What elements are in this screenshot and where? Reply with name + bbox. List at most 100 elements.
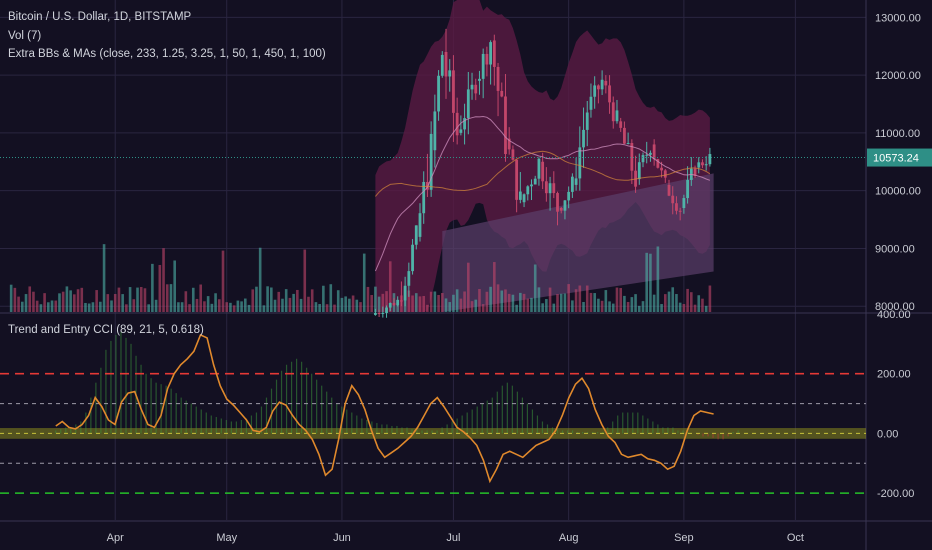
- cci-histogram-bar: [702, 433, 704, 437]
- volume-bar: [589, 292, 593, 312]
- volume-bar: [585, 285, 589, 312]
- volume-bar: [485, 291, 489, 312]
- volume-bar: [701, 298, 704, 312]
- volume-bar: [147, 304, 150, 312]
- x-tick-label: Aug: [559, 532, 579, 544]
- cci-histogram-bar: [501, 385, 503, 434]
- cci-histogram-bar: [667, 427, 669, 434]
- cci-histogram-bar: [130, 343, 132, 434]
- candle: [708, 147, 712, 167]
- volume-bar: [344, 296, 347, 312]
- candle: [608, 75, 611, 114]
- cci-histogram-bar: [366, 419, 368, 434]
- volume-bar: [80, 287, 84, 312]
- cci-histogram-bar: [290, 361, 293, 434]
- cci-histogram-bar: [516, 391, 518, 434]
- candle: [448, 59, 452, 92]
- cci-legend[interactable]: Trend and Entry CCI (89, 21, 5, 0.618): [8, 324, 204, 336]
- volume-bar: [255, 286, 258, 312]
- cci-histogram-bar: [190, 403, 192, 434]
- volume-bar: [240, 301, 243, 312]
- candle: [656, 158, 660, 169]
- volume-bar: [139, 286, 143, 312]
- volume-bar: [165, 284, 169, 312]
- candle: [704, 156, 708, 171]
- volume-bar: [690, 292, 693, 312]
- candle: [596, 84, 600, 104]
- cci-histogram-bar: [396, 425, 398, 434]
- volume-bar: [125, 304, 128, 312]
- volume-bar: [110, 300, 113, 312]
- volume-bar: [322, 285, 325, 312]
- candle: [381, 306, 385, 318]
- candle: [544, 167, 548, 202]
- candle: [611, 96, 615, 129]
- candles: [373, 28, 712, 318]
- volume-legend[interactable]: Vol (7): [8, 30, 42, 42]
- volume-bar: [374, 286, 377, 312]
- candle: [403, 276, 407, 307]
- candle: [593, 76, 597, 109]
- bbs-legend[interactable]: Extra BBs & MAs (close, 233, 1.25, 3.25,…: [8, 48, 326, 60]
- cci-histogram-bar: [165, 385, 167, 434]
- candle: [459, 115, 463, 136]
- cci-histogram-bar: [371, 421, 373, 434]
- cci-histogram-bar: [105, 349, 107, 434]
- volume-bar: [336, 290, 340, 312]
- volume-bar: [310, 289, 314, 312]
- volume-bar: [217, 299, 221, 312]
- volume-bar: [426, 304, 429, 312]
- candle: [485, 46, 489, 77]
- candle: [567, 186, 571, 209]
- price-tick-label: 9000.00: [875, 243, 915, 255]
- volume-bar: [693, 304, 697, 312]
- candle: [533, 175, 537, 185]
- moving-average-fast: [374, 115, 711, 272]
- volume-bar: [232, 305, 236, 312]
- volume-bar: [273, 299, 277, 312]
- volume-bar: [481, 304, 485, 312]
- volume-bar: [645, 252, 649, 312]
- volume-bar: [102, 244, 106, 312]
- candle: [637, 153, 641, 185]
- candle: [463, 103, 466, 145]
- volume-bar: [663, 294, 667, 312]
- volume-bar: [180, 302, 184, 312]
- volume-bar: [325, 304, 329, 312]
- cci-histogram-bar: [55, 430, 57, 434]
- volume-bar: [615, 287, 619, 312]
- chart-title: Bitcoin / U.S. Dollar, 1D, BITSTAMP: [8, 11, 192, 23]
- cci-histogram-bar: [622, 412, 624, 434]
- cci-histogram-bar: [65, 427, 67, 434]
- volume-bar: [600, 300, 604, 312]
- candle: [556, 191, 559, 226]
- volume-bar: [95, 290, 98, 312]
- price-tick-label: 8000.00: [875, 301, 915, 313]
- volume-bar: [281, 298, 284, 312]
- candle: [418, 203, 422, 242]
- volume-bar: [210, 303, 214, 312]
- volume-bar: [277, 291, 281, 312]
- volume-bar: [132, 299, 136, 312]
- cci-histogram-bar: [436, 430, 438, 434]
- volume-bar: [440, 293, 444, 312]
- cci-histogram-bar: [260, 406, 263, 434]
- cci-histogram-bar: [682, 430, 684, 434]
- cci-line: [55, 333, 714, 484]
- volume-bar: [199, 284, 203, 312]
- candle: [563, 199, 567, 220]
- volume-bar: [370, 295, 373, 312]
- volume-bar: [530, 297, 533, 312]
- price-tick-label: 10000.00: [875, 186, 921, 198]
- cci-histogram-bar: [737, 430, 739, 434]
- candle: [671, 186, 675, 215]
- volume-bar: [377, 296, 381, 312]
- volume-bar: [13, 287, 17, 312]
- volume-bar: [303, 249, 307, 312]
- volume-bar: [660, 304, 663, 312]
- volume-bar: [121, 294, 124, 312]
- x-tick-label: Jun: [333, 532, 351, 544]
- volume-bar: [314, 302, 318, 312]
- cci-histogram-bar: [546, 424, 549, 434]
